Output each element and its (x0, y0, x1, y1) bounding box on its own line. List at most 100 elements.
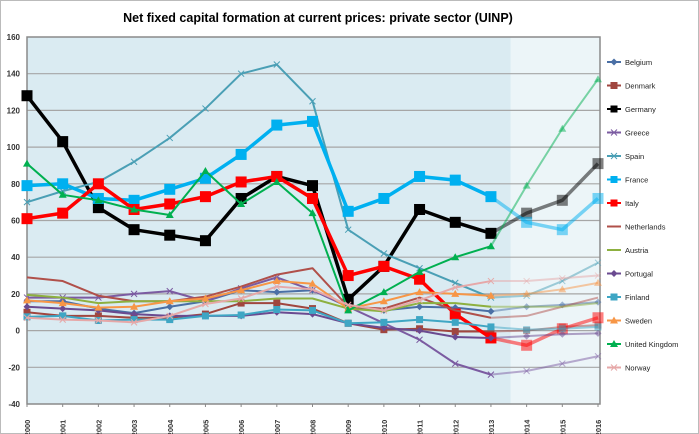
data-point-marker (451, 253, 460, 261)
data-point (92, 202, 104, 214)
data-point-marker (379, 288, 388, 296)
legend-label: Austria (625, 246, 649, 255)
data-point (487, 323, 495, 331)
data-point-marker (309, 306, 316, 314)
legend-marker (610, 152, 618, 160)
y-tick-label: 20 (11, 290, 20, 299)
data-point-marker (416, 327, 424, 335)
data-point (449, 174, 461, 186)
data-point-marker (202, 300, 209, 308)
data-point (523, 326, 531, 334)
data-point (342, 270, 354, 282)
data-point-marker (273, 61, 281, 68)
data-point-marker (237, 70, 245, 78)
data-point (594, 272, 602, 279)
y-tick-label: 60 (11, 217, 20, 226)
data-point-marker (235, 148, 247, 160)
data-point-marker (57, 136, 69, 148)
series-line-forecast (490, 325, 599, 331)
data-point-marker (451, 360, 459, 367)
legend-label: United Kingdom (625, 340, 678, 349)
data-point-marker (166, 134, 174, 142)
x-tick-label: 2002 (94, 420, 103, 434)
x-tick-label: 2016 (594, 420, 603, 434)
data-point (449, 308, 461, 320)
data-point-marker (523, 326, 531, 334)
data-point-marker (523, 332, 531, 340)
series-sweden (23, 277, 602, 312)
data-point (344, 226, 352, 234)
series-line-forecast (490, 316, 599, 348)
data-point (21, 180, 33, 192)
data-point-marker (23, 314, 31, 322)
x-tick-label: 2014 (523, 419, 532, 434)
data-point-marker (451, 284, 459, 291)
data-point (344, 301, 352, 309)
data-point (592, 158, 604, 170)
data-point (21, 213, 33, 225)
data-point (199, 191, 211, 203)
data-point-marker (201, 166, 210, 174)
data-point (342, 205, 354, 217)
data-point-marker (271, 119, 283, 131)
data-point (201, 312, 209, 320)
data-point-marker (522, 181, 531, 189)
data-point-marker (594, 75, 602, 83)
y-tick-label: 120 (7, 106, 21, 115)
data-point (416, 336, 423, 344)
data-point (380, 324, 388, 332)
data-point (451, 289, 460, 297)
data-point-marker (449, 216, 461, 228)
series-netherlands (26, 267, 599, 319)
y-tick-label: 160 (7, 33, 21, 42)
data-point (342, 293, 354, 305)
legend-label: Sweden (625, 317, 652, 326)
data-point-marker (594, 329, 602, 337)
data-point-marker (166, 287, 174, 295)
legend-marker (610, 364, 618, 371)
series-line-forecast (490, 78, 599, 247)
legend-item: Germany (607, 105, 656, 114)
data-point-marker (342, 270, 354, 282)
x-tick-label: 2013 (487, 420, 496, 434)
data-point-marker (309, 97, 316, 105)
data-point-marker (558, 360, 566, 367)
data-point-marker (237, 286, 246, 294)
data-point (308, 279, 317, 287)
series-line (26, 162, 492, 312)
legend: Belgium Denmark Germany Greece Spain France It… (607, 58, 678, 373)
y-tick-label: 100 (7, 143, 21, 152)
data-point (235, 192, 247, 204)
data-point (59, 316, 67, 323)
data-point (59, 305, 67, 313)
data-point-marker (130, 316, 138, 324)
legend-item: Austria (607, 246, 649, 255)
data-point (592, 312, 604, 324)
x-tick-label: 2010 (380, 420, 389, 434)
data-point (23, 159, 31, 167)
data-point (522, 181, 531, 189)
data-point-marker (23, 159, 31, 167)
x-tick-label: 2015 (558, 420, 567, 434)
legend-label: Belgium (625, 58, 652, 67)
data-point (556, 194, 568, 206)
data-point (414, 203, 426, 215)
series-line (26, 174, 492, 340)
data-point-marker (128, 194, 140, 206)
series-line (25, 94, 492, 302)
data-point-marker (235, 176, 247, 188)
data-point (451, 284, 459, 291)
data-point-marker (487, 328, 495, 336)
data-point (23, 313, 31, 321)
data-point (521, 207, 533, 219)
data-point-marker (307, 115, 318, 127)
data-point-marker (451, 328, 459, 336)
data-point (485, 227, 497, 239)
data-point (344, 319, 352, 327)
data-point-marker (128, 224, 140, 236)
data-point (380, 307, 388, 314)
data-point (237, 286, 246, 294)
data-point (451, 360, 459, 367)
data-point-marker (485, 191, 497, 203)
